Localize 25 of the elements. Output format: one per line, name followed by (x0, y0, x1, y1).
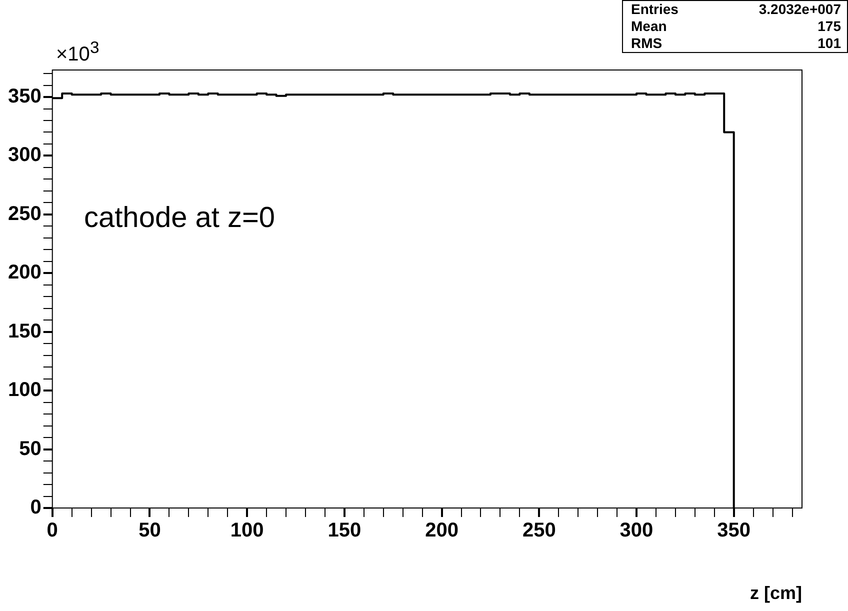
y-tick-label: 50 (19, 438, 42, 460)
text: RMS (630, 35, 664, 52)
x-tick-label: 150 (328, 520, 362, 542)
y-tick-label: 150 (8, 320, 42, 342)
x-tick-label: 300 (620, 520, 654, 542)
annotation: cathode at z=0 (84, 202, 276, 235)
text: 175 (816, 18, 842, 35)
x-tick-label: 0 (46, 520, 58, 542)
y-tick-label: 0 (30, 496, 42, 519)
text: 101 (816, 35, 842, 52)
text: Mean (630, 18, 668, 35)
text: 3.2032e+007 (758, 0, 842, 18)
x-tick-label: 250 (522, 520, 556, 542)
x-tick-label: 350 (717, 520, 751, 542)
x-tick-label: 100 (230, 520, 264, 542)
x-tick-label: 50 (138, 520, 161, 542)
y-tick-label: 200 (8, 262, 42, 284)
y-tick-label: 250 (8, 202, 42, 225)
y-tick-label: 100 (8, 379, 42, 402)
x-axis-title: z [cm] (750, 583, 802, 604)
y-tick-label: 350 (8, 86, 42, 108)
x-tick-label: 200 (425, 520, 458, 542)
text: ×10$^{3}$ (56, 38, 100, 67)
y-tick-label: 300 (8, 144, 42, 166)
text: Entries (630, 0, 680, 18)
